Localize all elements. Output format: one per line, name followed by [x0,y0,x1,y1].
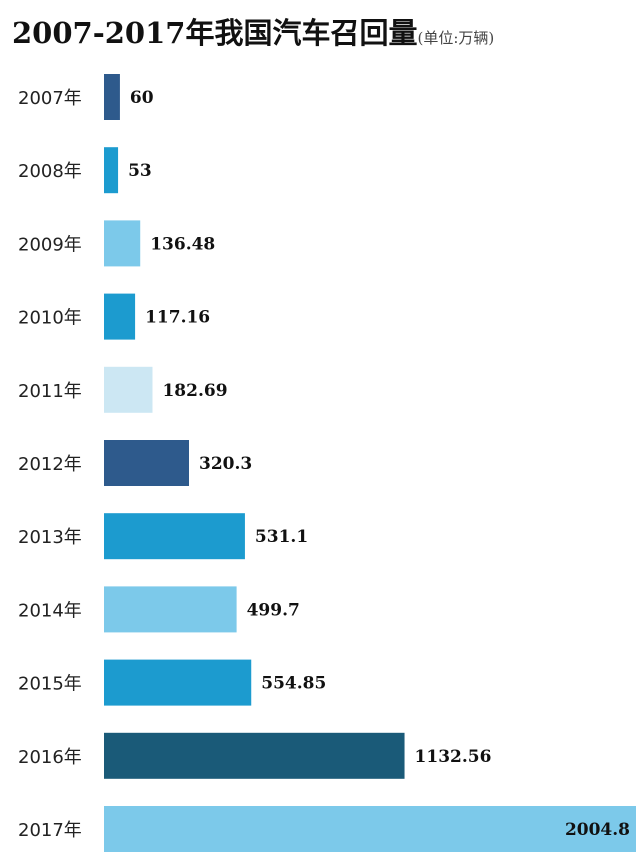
data-label: 182.69 [162,381,227,401]
data-label: 60 [130,88,154,108]
bar [104,220,141,267]
bar [104,74,120,120]
bar [104,659,252,706]
data-label: 554.85 [261,674,326,694]
category-label: 2014年 [18,600,82,621]
category-label: 2016年 [18,747,82,768]
category-label: 2015年 [18,674,82,695]
chart-unit-label: (单位:万辆) [417,29,495,47]
bar [104,806,636,852]
data-label: 2004.8 [565,820,630,840]
data-label: 1132.56 [415,747,492,767]
data-label: 531.1 [255,527,308,547]
category-label: 2011年 [18,381,82,402]
chart-title-block: 2007-2017年我国汽车召回量(单位:万辆) [12,10,494,52]
bar [104,366,153,413]
bar [104,513,245,560]
chart-title: 2007-2017年我国汽车召回量 [12,16,418,50]
category-label: 2012年 [18,454,82,475]
category-label: 2013年 [18,527,82,548]
bar [104,732,405,779]
bar [104,586,237,633]
data-label: 117.16 [145,308,210,328]
category-label: 2009年 [18,234,82,255]
data-label: 53 [128,161,152,181]
category-label: 2017年 [18,820,82,841]
bar [104,440,189,486]
data-label: 136.48 [150,234,215,254]
bar [104,147,119,194]
category-label: 2010年 [18,308,82,329]
data-label: 320.3 [199,454,252,474]
bar [104,293,136,340]
category-label: 2007年 [18,88,82,109]
data-label: 499.7 [247,600,300,620]
category-label: 2008年 [18,161,82,182]
